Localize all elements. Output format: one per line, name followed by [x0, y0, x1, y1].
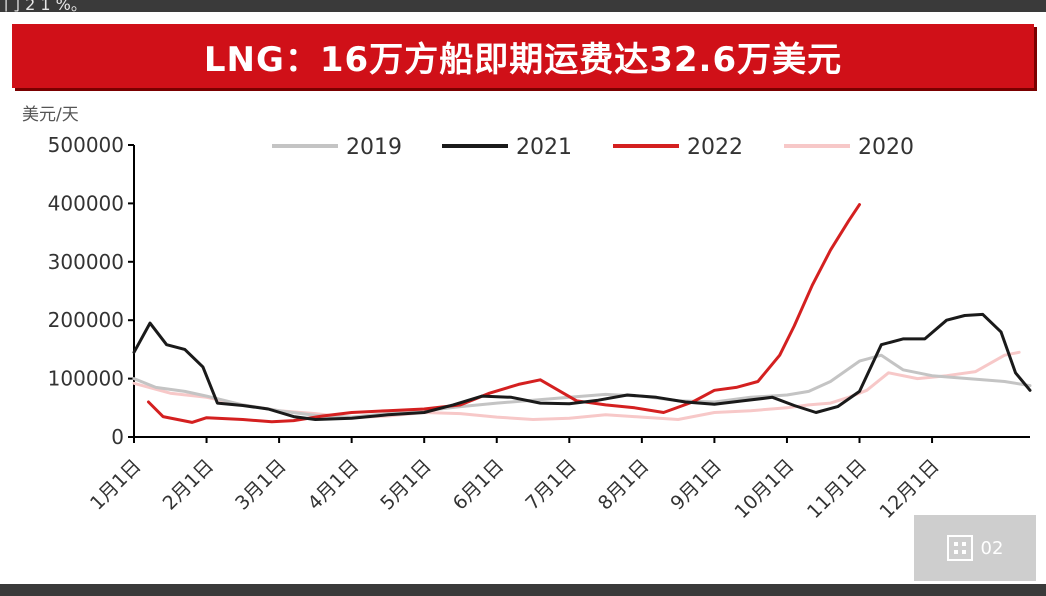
- page-indicator[interactable]: 02: [914, 515, 1036, 581]
- legend-label-2020: 2020: [858, 135, 914, 160]
- y-tick-label: 300000: [48, 250, 124, 274]
- legend-label-2019: 2019: [346, 135, 402, 160]
- x-tick-label: 1月1日: [86, 455, 146, 515]
- legend-label-2021: 2021: [516, 135, 572, 160]
- chart-series-layer: [132, 203, 1032, 424]
- x-tick-label: 9月1日: [666, 455, 726, 515]
- x-tick-label: 3月1日: [231, 455, 291, 515]
- chart-frame: [0, 12, 1046, 584]
- chart-legend: 2019 2021 2022 2020: [272, 135, 914, 160]
- top-text: 门 2 1 %。: [4, 0, 87, 12]
- x-tick-label: 11月1日: [803, 455, 871, 523]
- top-text-strip: 门 2 1 %。: [0, 0, 1046, 12]
- x-tick-label: 10月1日: [730, 455, 798, 523]
- series-line-2021: [132, 312, 1032, 421]
- page-number: 02: [980, 537, 1004, 559]
- bottom-strip: [0, 584, 1046, 596]
- y-axis-label: 美元/天: [22, 105, 79, 125]
- x-tick-label: 7月1日: [521, 455, 581, 515]
- x-tick-label: 4月1日: [304, 455, 364, 515]
- chart-title: LNG：16万方船即期运费达32.6万美元: [203, 39, 843, 80]
- title-banner: LNG：16万方船即期运费达32.6万美元: [12, 24, 1034, 88]
- x-tick-label: 2月1日: [159, 455, 219, 515]
- series-line-2022: [147, 203, 861, 424]
- x-tick-label: 5月1日: [376, 455, 436, 515]
- y-tick-label: 200000: [48, 308, 124, 332]
- x-tick-label: 6月1日: [449, 455, 509, 515]
- y-tick-label: 0: [111, 425, 124, 449]
- x-tick-label: 12月1日: [876, 455, 944, 523]
- legend-label-2022: 2022: [687, 135, 743, 160]
- y-tick-label: 100000: [48, 367, 124, 391]
- x-tick-label: 8月1日: [594, 455, 654, 515]
- y-tick-label: 500000: [48, 133, 124, 157]
- y-tick-label: 400000: [48, 191, 124, 215]
- page-grid-icon: [946, 535, 973, 561]
